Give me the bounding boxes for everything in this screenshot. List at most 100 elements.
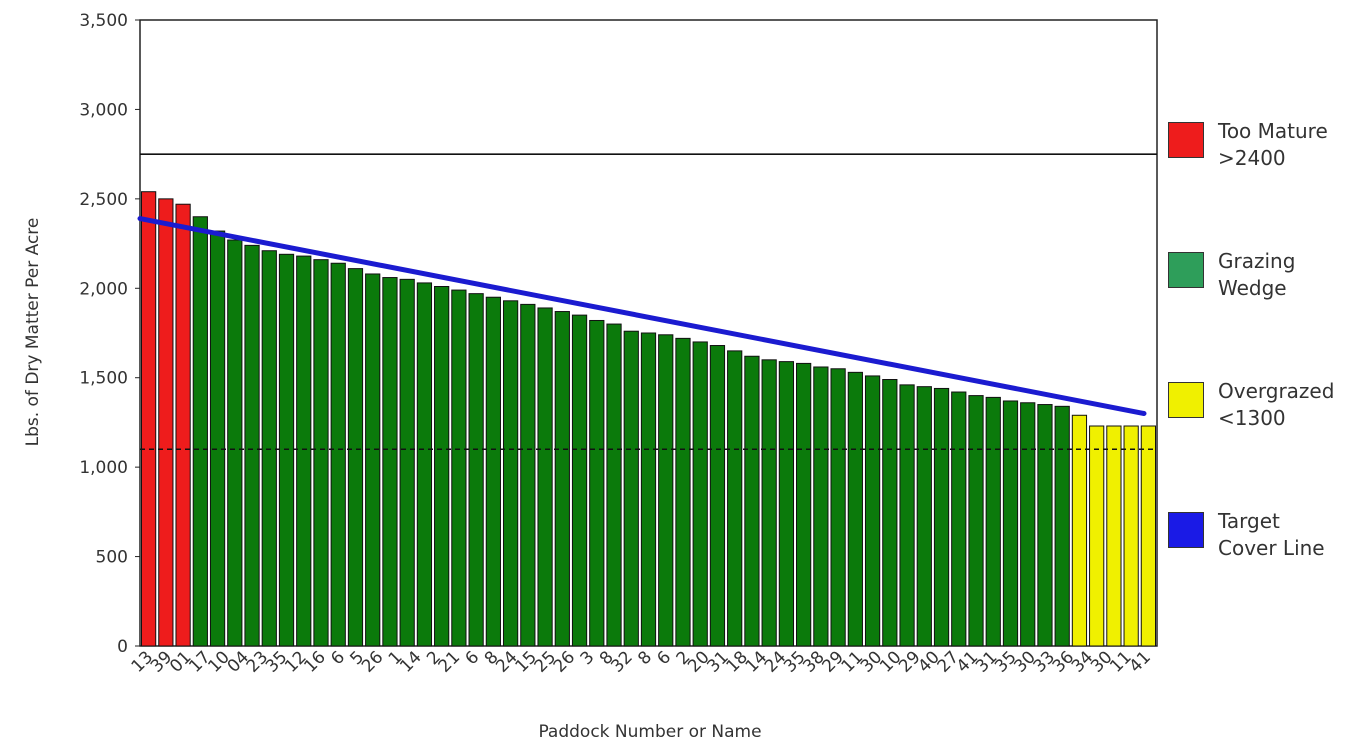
y-tick-label: 2,000 — [79, 279, 128, 299]
y-tick-label: 1,500 — [79, 369, 128, 389]
legend-label-target-cover-line: Target Cover Line — [1218, 509, 1325, 560]
x-tick-label: 26 — [358, 647, 387, 676]
bar — [227, 239, 243, 647]
x-tick-label: 3 — [577, 647, 599, 669]
x-tick-label: 8 — [634, 647, 656, 669]
bar — [1054, 405, 1070, 647]
bar — [864, 375, 881, 647]
y-tick-label: 500 — [96, 548, 128, 568]
bar — [313, 259, 329, 647]
bar — [141, 191, 157, 647]
y-tick-label: 1,000 — [79, 458, 128, 478]
bar — [416, 282, 433, 647]
bar — [658, 334, 674, 647]
bar — [1071, 414, 1088, 647]
bar — [623, 330, 639, 647]
bar — [813, 366, 829, 647]
legend-label-too-mature: Too Mature >2400 — [1218, 119, 1328, 170]
bar — [244, 244, 260, 647]
bar — [1020, 402, 1036, 647]
legend-item-too-mature: Too Mature >2400 — [1168, 118, 1328, 172]
legend-item-overgrazed: Overgrazed <1300 — [1168, 378, 1334, 432]
bar — [589, 319, 605, 647]
bar — [192, 216, 208, 647]
x-tick-label: 6 — [462, 647, 484, 669]
bar — [434, 285, 450, 647]
bar — [968, 395, 984, 647]
y-axis-label: Lbs. of Dry Matter Per Acre — [23, 218, 43, 447]
bar — [640, 332, 657, 647]
y-axis: 0 500 1,000 1,500 2,000 2,500 3,000 3,500 — [79, 11, 140, 657]
bar — [778, 361, 795, 647]
legend-label-grazing-wedge: Grazing Wedge — [1218, 249, 1296, 300]
bar — [571, 314, 588, 647]
bar — [1037, 404, 1053, 647]
bar — [933, 387, 950, 647]
x-tick-label: 21 — [435, 647, 464, 676]
bar — [347, 268, 364, 647]
bar — [261, 250, 277, 647]
bar — [485, 296, 501, 647]
bar — [158, 198, 174, 647]
bar — [399, 278, 415, 647]
bar — [451, 289, 467, 647]
bar — [502, 300, 519, 647]
bar — [330, 262, 346, 647]
bar — [175, 203, 191, 647]
bar — [761, 359, 777, 647]
x-tick-label: 26 — [550, 647, 579, 676]
bar — [554, 311, 570, 647]
bar — [278, 253, 295, 647]
legend: Too Mature >2400 Grazing Wedge Overgraze… — [1168, 0, 1367, 741]
bar — [899, 384, 915, 647]
bar — [1123, 425, 1139, 647]
bar — [727, 350, 743, 647]
bar — [882, 379, 898, 647]
x-axis: 1339011710042335121665261142216824152526… — [128, 647, 1155, 676]
bar — [709, 345, 726, 647]
bar — [606, 323, 622, 647]
x-tick-label: 6 — [327, 647, 349, 669]
bar — [537, 307, 553, 647]
bar — [1089, 425, 1105, 647]
bar — [847, 371, 863, 647]
y-tick-label: 3,500 — [79, 11, 128, 31]
bar-group — [141, 191, 1156, 647]
bar — [365, 273, 381, 647]
bar — [675, 337, 691, 647]
legend-item-grazing-wedge: Grazing Wedge — [1168, 248, 1295, 302]
bar — [916, 386, 932, 647]
x-tick-label: 16 — [300, 647, 329, 676]
target-cover-line-group — [137, 216, 1147, 416]
x-tick-label: 41 — [1125, 647, 1154, 676]
x-axis-label: Paddock Number or Name — [538, 722, 761, 741]
bar — [985, 396, 1001, 647]
bar — [744, 355, 760, 647]
legend-swatch-target-cover-line — [1168, 512, 1204, 548]
bar — [1002, 400, 1019, 647]
y-tick-label: 0 — [117, 637, 128, 657]
bar — [468, 293, 484, 647]
bar — [520, 303, 536, 647]
bar — [830, 368, 846, 647]
y-tick-label: 2,500 — [79, 190, 128, 210]
bar — [1140, 425, 1156, 647]
x-tick-label: 32 — [607, 647, 636, 676]
target-cover-line — [137, 216, 1147, 416]
legend-swatch-grazing-wedge — [1168, 252, 1204, 288]
legend-swatch-overgrazed — [1168, 382, 1204, 418]
y-tick-label: 3,000 — [79, 100, 128, 120]
bar — [796, 362, 812, 647]
legend-label-overgrazed: Overgrazed <1300 — [1218, 379, 1335, 430]
bar — [382, 277, 398, 647]
bar — [692, 341, 708, 647]
x-tick-label: 14 — [396, 647, 425, 676]
legend-item-target-cover-line: Target Cover Line — [1168, 508, 1325, 562]
legend-swatch-too-mature — [1168, 122, 1204, 158]
reference-lines — [140, 153, 1157, 451]
x-tick-label: 6 — [653, 647, 675, 669]
bar — [209, 230, 226, 647]
bar — [951, 391, 967, 647]
bar — [1106, 425, 1122, 647]
